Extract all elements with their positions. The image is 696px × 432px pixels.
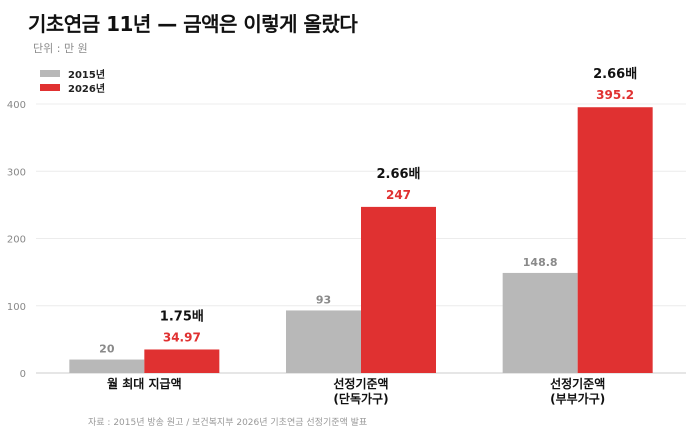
bar-2015 (502, 272, 578, 373)
source-note: 자료 : 2015년 방송 원고 / 보건복지부 2026년 기초연금 선정기준… (88, 418, 368, 428)
chart-title: 기초연금 11년 — 금액은 이렇게 올랐다 (28, 12, 358, 36)
x-tick-label: 선정기준액 (333, 376, 388, 391)
bar-2026 (144, 349, 220, 373)
data-label-2015: 20 (99, 343, 115, 356)
y-tick-label: 300 (7, 167, 26, 178)
bar-2026 (361, 206, 436, 373)
legend-item-2026: 2026년 (40, 80, 106, 95)
legend-swatch-2015 (40, 69, 60, 77)
data-label-2026: 34.97 (163, 330, 201, 344)
data-label-2026: 247 (386, 188, 411, 202)
x-tick-label: 선정기준액 (550, 376, 605, 391)
legend-item-2015: 2015년 (40, 66, 106, 81)
x-tick-label: (단독가구) (333, 391, 388, 406)
x-tick-label: (부부가구) (550, 391, 605, 406)
y-tick-label: 0 (20, 369, 26, 380)
y-tick-label: 400 (7, 100, 26, 111)
x-tick-label: 월 최대 지급액 (107, 376, 182, 391)
ratio-label: 2.66배 (593, 66, 637, 82)
data-label-2026: 395.2 (596, 88, 634, 102)
y-tick-label: 200 (7, 235, 26, 246)
legend: 2015년 2026년 (40, 66, 106, 95)
data-label-2015: 93 (316, 293, 331, 306)
data-label-2015: 148.8 (523, 256, 558, 269)
ratio-label: 2.66배 (376, 166, 420, 182)
legend-swatch-2026 (40, 83, 60, 91)
legend-label-2026: 2026년 (68, 83, 106, 95)
bar-2026 (577, 107, 653, 373)
bar-2015 (69, 359, 145, 373)
unit-label: 단위 : 만 원 (33, 42, 88, 55)
y-tick-label: 100 (7, 302, 26, 313)
legend-label-2015: 2015년 (68, 69, 106, 81)
bar-2015 (286, 310, 361, 373)
ratio-label: 1.75배 (160, 308, 204, 324)
